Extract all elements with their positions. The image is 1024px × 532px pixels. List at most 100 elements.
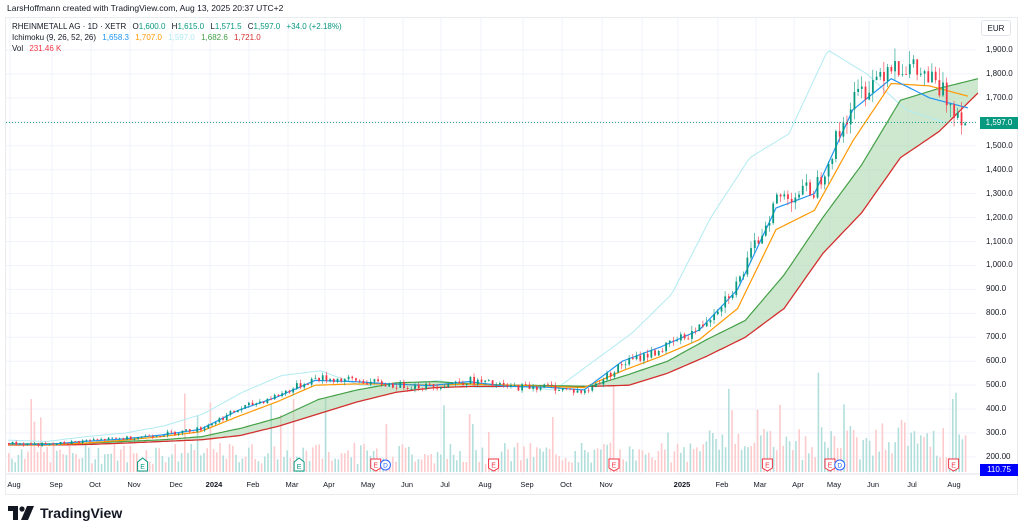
chart-frame — [5, 17, 1018, 495]
candle-body — [761, 235, 764, 244]
volume-bar — [52, 444, 55, 472]
volume-bar — [632, 449, 634, 472]
currency-button[interactable]: EUR — [981, 20, 1011, 36]
earnings-marker-shape — [608, 458, 620, 472]
candle-body — [488, 380, 490, 382]
volume-bar — [27, 451, 29, 472]
volume-bar — [673, 451, 676, 472]
time-axis-tick: Dec — [169, 480, 183, 489]
time-axis-tick: Jul — [440, 480, 450, 489]
time-axis-tick: Sep — [520, 480, 534, 489]
candle-body — [92, 439, 95, 441]
volume-bar — [276, 459, 279, 472]
candle-body — [897, 61, 900, 76]
candle-body — [606, 372, 608, 380]
earnings-marker[interactable]: E — [137, 457, 149, 472]
candle-body — [513, 385, 516, 386]
candle-body — [846, 122, 848, 125]
tradingview-logo-icon — [8, 506, 34, 520]
candle-body — [395, 387, 398, 389]
volume-bar — [907, 445, 909, 472]
price-axis-tick: 1,900.0 — [986, 45, 1013, 54]
legend-volume-row[interactable]: Vol 231.46 K — [12, 44, 65, 53]
dividend-marker-label: D — [837, 463, 842, 470]
volume-bar — [772, 446, 775, 472]
candle-body — [879, 71, 882, 77]
volume-bar — [683, 447, 685, 472]
earnings-marker[interactable]: E — [824, 458, 836, 472]
volume-bar — [872, 455, 874, 472]
candle-body — [428, 383, 431, 385]
price-chart[interactable]: E E E E E E E ED D — [0, 0, 1024, 500]
candle-body — [912, 59, 915, 65]
volume-bar — [292, 399, 295, 472]
tradingview-logo[interactable]: TradingView — [8, 505, 122, 521]
candle-body — [779, 194, 782, 197]
volume-bar — [8, 453, 10, 472]
volume-bar — [344, 453, 346, 472]
volume-bar — [65, 454, 68, 472]
candle-body — [602, 379, 605, 385]
volume-bar — [536, 447, 538, 472]
earnings-marker[interactable]: E — [608, 458, 620, 472]
volume-bar — [350, 457, 352, 472]
candle-body — [443, 386, 446, 388]
volume-bar — [600, 449, 602, 472]
price-axis-tick: 400.0 — [986, 404, 1007, 414]
earnings-marker[interactable]: E — [761, 458, 773, 472]
candle-body — [587, 390, 590, 392]
time-axis-tick: Oct — [89, 480, 101, 489]
volume-bar — [952, 399, 954, 472]
volume-bar — [104, 454, 106, 472]
candle-body — [916, 59, 919, 75]
dividend-marker[interactable]: D — [379, 459, 391, 471]
volume-bar — [260, 463, 263, 472]
earnings-marker[interactable]: E — [948, 458, 960, 472]
grid-lines — [6, 18, 1017, 475]
earnings-marker-shape — [370, 458, 382, 472]
price-axis-tick: 800.0 — [986, 308, 1007, 318]
candle-body — [296, 383, 298, 389]
volume-bar — [152, 463, 154, 472]
volume-bar — [945, 457, 948, 472]
candle-body — [801, 185, 804, 195]
volume-bar — [500, 451, 503, 472]
candle-body — [74, 441, 77, 442]
volume-bar — [593, 449, 596, 472]
volume-bar — [206, 448, 208, 472]
candle-body — [824, 176, 826, 185]
time-axis-tick: May — [826, 480, 842, 489]
candle-body — [137, 437, 140, 440]
candle-body — [299, 383, 302, 388]
candle-body — [318, 377, 320, 381]
candle-body — [37, 443, 40, 447]
volume-bar — [504, 443, 506, 472]
volume-bar — [116, 460, 119, 472]
volume-bar — [475, 450, 477, 472]
candle-body — [476, 379, 479, 385]
dividend-marker[interactable]: D — [834, 459, 846, 471]
volume-bar — [609, 442, 612, 472]
volume-bar — [392, 456, 394, 472]
volume-bar — [420, 459, 423, 472]
volume-bar — [680, 452, 682, 472]
candle-body — [33, 443, 36, 445]
candle-body — [148, 435, 151, 437]
price-axis-tick: 1,700.0 — [986, 92, 1013, 102]
volume-bar — [468, 414, 471, 472]
candle-body — [447, 384, 450, 387]
volume-bar — [56, 450, 58, 472]
earnings-marker[interactable]: E — [488, 458, 500, 472]
volume-bar — [164, 462, 167, 472]
earnings-marker[interactable]: E — [293, 457, 305, 472]
volume-bar — [696, 447, 698, 472]
earnings-marker[interactable]: E — [370, 458, 382, 472]
candle-body — [764, 225, 767, 236]
volume-bar — [648, 452, 650, 472]
candle-body — [96, 439, 99, 441]
legend-ichimoku-row[interactable]: Ichimoku (9, 26, 52, 26) 1,658.3 1,707.0… — [12, 33, 265, 42]
volume-bar — [78, 458, 80, 472]
brand-name: TradingView — [40, 505, 123, 521]
volume-bar — [123, 445, 125, 472]
volume-bar — [219, 442, 221, 472]
